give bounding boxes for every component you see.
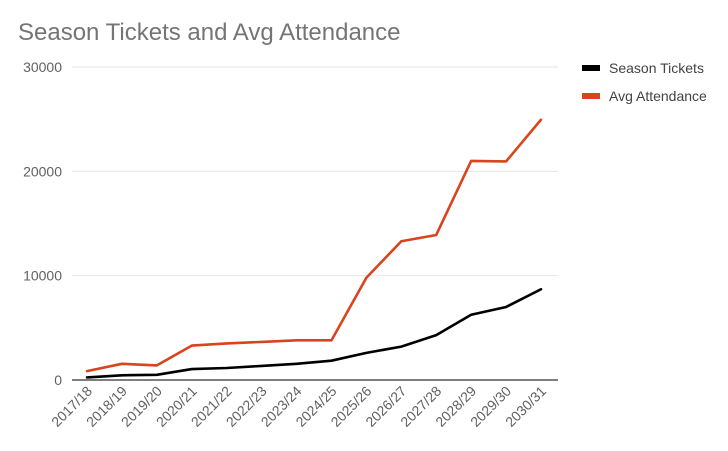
y-axis-ticks: 0 10000 20000 30000 <box>23 59 62 388</box>
series-lines <box>85 118 543 379</box>
legend-swatch <box>582 65 600 71</box>
y-tick-label: 30000 <box>23 59 62 75</box>
legend: Season Tickets Avg Attendance <box>582 60 707 104</box>
series-line-avg-attendance <box>85 118 543 373</box>
y-tick-label: 0 <box>54 372 62 388</box>
chart-title: Season Tickets and Avg Attendance <box>18 19 401 46</box>
series-line-season-tickets <box>85 287 543 379</box>
y-tick-label: 10000 <box>23 268 62 284</box>
y-gridlines <box>72 66 558 277</box>
y-tick-label: 20000 <box>23 163 62 179</box>
legend-label: Season Tickets <box>609 60 704 76</box>
legend-swatch <box>582 93 600 99</box>
x-axis-ticks: 2017/182018/192019/202020/212021/222022/… <box>48 383 549 430</box>
legend-label: Avg Attendance <box>609 88 707 104</box>
